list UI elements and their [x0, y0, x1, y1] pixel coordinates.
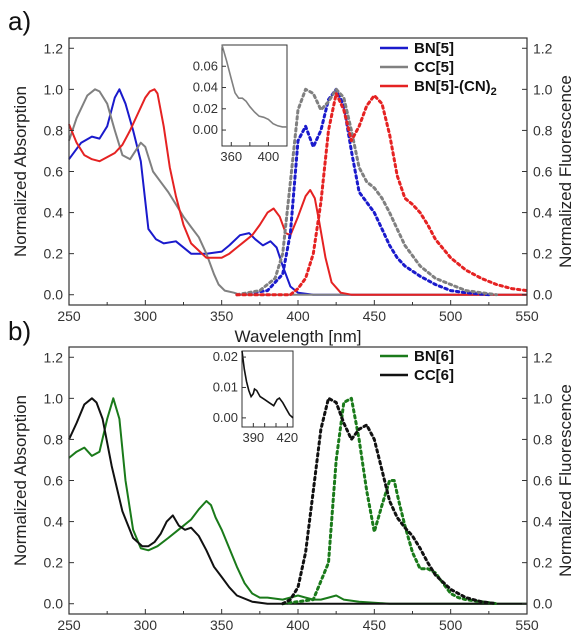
x-tick-label: 350 — [210, 308, 234, 324]
inset-frame — [221, 44, 288, 147]
inset-x-tick-label: 400 — [258, 149, 280, 164]
series-line-bn5-fluorescence — [235, 87, 491, 297]
y-tick-label-left: 0.6 — [44, 473, 64, 489]
y-tick-label-left: 0.6 — [44, 164, 64, 180]
y-tick-label-right: 0.6 — [533, 164, 553, 180]
inset-x-tick-label: 360 — [220, 149, 242, 164]
y-tick-label-right: 0.2 — [533, 246, 553, 262]
panel-label: b) — [8, 316, 31, 346]
y-tick-label-right: 0.4 — [533, 205, 553, 221]
series-line-cc5-fluorescence — [235, 87, 498, 297]
x-tick-label: 400 — [286, 617, 310, 631]
y-tick-label-left: 0.0 — [44, 287, 64, 303]
y-tick-label-right: 1.0 — [533, 390, 553, 406]
legend-label-cc6: CC[6] — [414, 367, 454, 384]
x-tick-label: 450 — [363, 308, 387, 324]
chart-panel-b: b) 250 300 350 400 450 500 550 0.0 0.0 0.2 0.2 0.4 0.… — [8, 316, 575, 631]
y-tick-label-right: 0.6 — [533, 473, 553, 489]
y-tick-label-left: 1.0 — [44, 390, 64, 406]
y-tick-label-right: 1.0 — [533, 81, 553, 97]
inset-series-line-cc5 — [221, 44, 287, 128]
y-tick-label-left: 0.2 — [44, 555, 64, 571]
y-tick-label-right: 1.2 — [533, 40, 553, 56]
inset-y-tick-label: 0.06 — [193, 58, 218, 73]
inset-chart: 360 400 0.00 0.02 0.04 0.06 — [193, 44, 288, 164]
y-tick-label-right: 1.2 — [533, 349, 553, 365]
inset-y-tick-label: 0.00 — [213, 410, 238, 425]
panel-label: a) — [8, 6, 31, 36]
y-tick-label-right: 0.8 — [533, 431, 553, 447]
y-tick-label-right: 0.4 — [533, 514, 553, 530]
legend-label-bn6: BN[6] — [414, 348, 454, 365]
series-line-bn6-absorption — [68, 397, 527, 605]
inset-y-tick-label: 0.02 — [213, 349, 238, 364]
chart-panel-a: a) 250 300 350 400 450 500 550 0.0 0.0 0.2 0.2 0.4 0.… — [8, 6, 575, 346]
y-axis-label-right: Normalized Fluorescence — [556, 75, 575, 268]
inset-frame — [241, 350, 294, 428]
legend-label-bn5: BN[5] — [414, 40, 454, 57]
y-tick-label-left: 1.2 — [44, 40, 64, 56]
y-tick-label-right: 0.8 — [533, 122, 553, 138]
series-line-cc5-absorption — [68, 88, 527, 296]
y-axis-label-right: Normalized Fluorescence — [556, 384, 575, 577]
series-line-cc6-absorption — [68, 397, 527, 605]
inset-series-line-cc6 — [241, 350, 294, 419]
legend-label-cc5: CC[5] — [414, 59, 454, 76]
legend-label-bn5cn2: BN[5]-(CN)2 — [414, 78, 497, 98]
x-tick-label: 350 — [210, 617, 234, 631]
x-tick-label: 450 — [363, 617, 387, 631]
x-tick-label: 250 — [57, 617, 81, 631]
y-tick-label-left: 1.0 — [44, 81, 64, 97]
y-tick-label-left: 0.4 — [44, 205, 64, 221]
series-line-bn5cn2-fluorescence — [235, 92, 529, 297]
x-tick-label: 500 — [439, 308, 463, 324]
y-tick-label-left: 1.2 — [44, 349, 64, 365]
x-tick-label: 550 — [515, 308, 539, 324]
y-tick-label-right: 0.0 — [533, 287, 553, 303]
series-line-bn5cn2-absorption — [68, 88, 527, 296]
x-tick-label: 400 — [286, 308, 310, 324]
legend-subscript: 2 — [491, 86, 497, 98]
inset-y-tick-label: 0.01 — [213, 379, 238, 394]
y-axis-label-left: Normalized Absorption — [11, 86, 30, 257]
y-tick-label-left: 0.8 — [44, 431, 64, 447]
series-line-cc6-fluorescence — [281, 396, 498, 606]
x-tick-label: 500 — [439, 617, 463, 631]
plot-frame — [68, 346, 528, 615]
inset-x-tick-label: 390 — [242, 430, 264, 445]
y-tick-label-right: 0.2 — [533, 555, 553, 571]
y-tick-label-left: 0.2 — [44, 246, 64, 262]
x-tick-label: 550 — [515, 617, 539, 631]
x-tick-label: 300 — [134, 617, 158, 631]
y-tick-label-left: 0.8 — [44, 122, 64, 138]
inset-x-tick-label: 420 — [276, 430, 298, 445]
y-tick-label-left: 0.0 — [44, 596, 64, 612]
series-line-bn6-fluorescence — [281, 396, 498, 606]
inset-y-tick-label: 0.00 — [193, 122, 218, 137]
y-tick-label-left: 0.4 — [44, 514, 64, 530]
x-tick-label: 300 — [134, 308, 158, 324]
inset-y-tick-label: 0.02 — [193, 101, 218, 116]
y-tick-label-right: 0.0 — [533, 596, 553, 612]
x-tick-label: 250 — [57, 308, 81, 324]
inset-y-tick-label: 0.04 — [193, 80, 218, 95]
y-axis-label-left: Normalized Absorption — [11, 395, 30, 566]
inset-chart: 390 420 0.00 0.01 0.02 — [213, 349, 298, 445]
x-axis-label: Wavelength [nm] — [235, 327, 362, 346]
